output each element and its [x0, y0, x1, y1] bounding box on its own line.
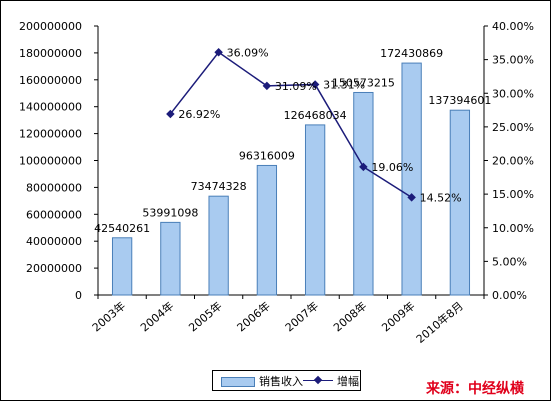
- bar-data-label: 96316009: [239, 149, 295, 162]
- legend-label-growth: 增幅: [337, 375, 359, 388]
- x-tick-label: 2010年8月: [413, 299, 466, 346]
- bar-data-label: 126468034: [284, 109, 347, 122]
- growth-point: [214, 48, 223, 57]
- x-tick-label: 2008年: [330, 299, 369, 335]
- growth-line: [169, 51, 413, 198]
- growth-data-label: 31.09%: [275, 80, 317, 93]
- y-left-tick-label: 60000000: [26, 208, 82, 221]
- bar: [353, 91, 374, 296]
- y-right-tick-label: 20.00%: [492, 155, 534, 168]
- y-right-tick-label: 15.00%: [492, 188, 534, 201]
- legend-label-revenue: 销售收入: [259, 375, 303, 388]
- bar: [449, 109, 471, 296]
- x-tick-label: 2005年: [186, 299, 225, 335]
- bar-data-label: 73474328: [191, 180, 247, 193]
- y-left-tick-label: 200000000: [19, 20, 82, 33]
- y-left-tick-label: 100000000: [19, 155, 82, 168]
- bar: [304, 124, 326, 296]
- legend: 销售收入 增幅: [212, 370, 361, 391]
- growth-data-label: 26.92%: [178, 108, 220, 121]
- growth-point: [310, 80, 320, 89]
- bar-data-label: 137394601: [428, 94, 491, 107]
- y-left-tick-label: 180000000: [19, 47, 82, 60]
- bar: [111, 237, 133, 296]
- y-left-tick-label: 140000000: [19, 101, 82, 114]
- bar: [160, 221, 181, 296]
- y-left-tick-label: 40000000: [26, 235, 82, 248]
- growth-point: [359, 162, 368, 172]
- x-tick-label: 2009年: [379, 299, 418, 335]
- growth-data-label: 31.31%: [323, 78, 365, 91]
- x-tick-label: 2007年: [282, 299, 321, 335]
- y-right-tick-label: 30.00%: [492, 87, 534, 100]
- bar: [401, 62, 422, 296]
- y-right-tick-label: 5.00%: [492, 255, 527, 268]
- bar: [208, 195, 229, 296]
- growth-point: [407, 193, 416, 202]
- bar-data-label: 53991098: [142, 206, 198, 219]
- growth-data-label: 19.06%: [371, 161, 413, 174]
- source-note: 来源：中经纵横: [426, 381, 524, 397]
- y-left-tick-label: 80000000: [26, 181, 82, 194]
- bar-data-label: 172430869: [380, 47, 443, 60]
- y-left-tick-label: 120000000: [19, 128, 82, 141]
- x-tick-label: 2004年: [137, 299, 176, 335]
- y-left-tick-label: 20000000: [26, 262, 82, 275]
- y-right-tick-label: 10.00%: [492, 222, 534, 235]
- x-tick-label: 2003年: [89, 299, 128, 335]
- y-left-tick-label: 160000000: [19, 74, 82, 87]
- growth-data-label: 36.09%: [227, 46, 269, 59]
- legend-bar-swatch: [221, 377, 255, 387]
- growth-point: [166, 109, 175, 119]
- bar-data-label: 42540261: [94, 222, 150, 235]
- y-right-tick-label: 25.00%: [492, 121, 534, 134]
- bar-data-label: 150573215: [332, 76, 395, 89]
- x-tick-label: 2006年: [234, 299, 273, 335]
- growth-point: [262, 81, 272, 91]
- y-left-tick-label: 0: [75, 289, 82, 302]
- growth-data-label: 14.52%: [420, 191, 462, 204]
- bar: [256, 164, 278, 296]
- y-right-tick-label: 0.00%: [492, 289, 527, 302]
- legend-line-swatch: [303, 380, 333, 381]
- y-right-tick-label: 35.00%: [492, 54, 534, 67]
- y-right-tick-label: 40.00%: [492, 20, 534, 33]
